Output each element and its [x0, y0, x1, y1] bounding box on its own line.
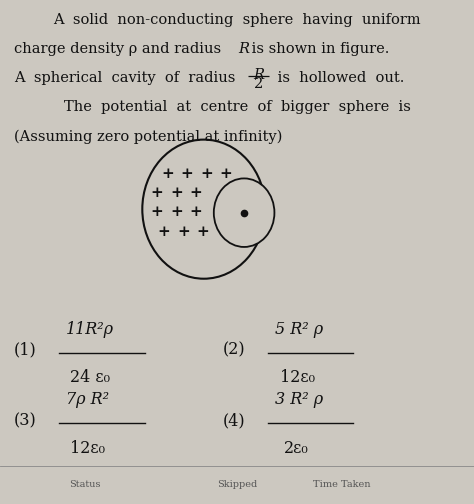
- Text: 24 ε₀: 24 ε₀: [70, 369, 110, 387]
- Text: (4): (4): [223, 412, 246, 429]
- Text: R: R: [238, 42, 249, 56]
- Text: +: +: [177, 225, 190, 239]
- Text: +: +: [161, 167, 173, 181]
- Text: (2): (2): [223, 342, 246, 359]
- Text: 2ε₀: 2ε₀: [284, 440, 309, 457]
- Text: +: +: [190, 186, 202, 200]
- Text: +: +: [170, 205, 182, 219]
- Text: 3 R² ρ: 3 R² ρ: [275, 391, 323, 408]
- Text: 7ρ R²: 7ρ R²: [66, 391, 109, 408]
- Text: charge density ρ and radius: charge density ρ and radius: [14, 42, 226, 56]
- Text: +: +: [157, 225, 170, 239]
- Text: (3): (3): [14, 412, 37, 429]
- Text: 12ε₀: 12ε₀: [280, 369, 315, 387]
- Text: +: +: [150, 186, 163, 200]
- Text: 2: 2: [254, 77, 263, 91]
- Text: 5 R² ρ: 5 R² ρ: [275, 321, 323, 338]
- Text: Status: Status: [70, 480, 101, 489]
- Text: 12ε₀: 12ε₀: [70, 440, 105, 457]
- Text: +: +: [170, 186, 182, 200]
- Text: The  potential  at  centre  of  bigger  sphere  is: The potential at centre of bigger sphere…: [64, 100, 410, 114]
- Text: (1): (1): [14, 342, 37, 359]
- Text: R: R: [253, 68, 264, 82]
- Text: +: +: [197, 225, 209, 239]
- Text: A  solid  non-conducting  sphere  having  uniform: A solid non-conducting sphere having uni…: [53, 13, 421, 27]
- Text: +: +: [201, 167, 213, 181]
- Text: +: +: [219, 167, 232, 181]
- Text: 11R²ρ: 11R²ρ: [66, 321, 114, 338]
- Text: +: +: [190, 205, 202, 219]
- Text: Skipped: Skipped: [217, 480, 257, 489]
- Text: is  hollowed  out.: is hollowed out.: [273, 71, 404, 85]
- Text: +: +: [181, 167, 193, 181]
- Text: (Assuming zero potential at infinity): (Assuming zero potential at infinity): [14, 130, 283, 144]
- Text: +: +: [150, 205, 163, 219]
- Text: is shown in figure.: is shown in figure.: [247, 42, 390, 56]
- Text: Time Taken: Time Taken: [312, 480, 370, 489]
- Ellipse shape: [214, 178, 274, 247]
- Text: A  spherical  cavity  of  radius: A spherical cavity of radius: [14, 71, 236, 85]
